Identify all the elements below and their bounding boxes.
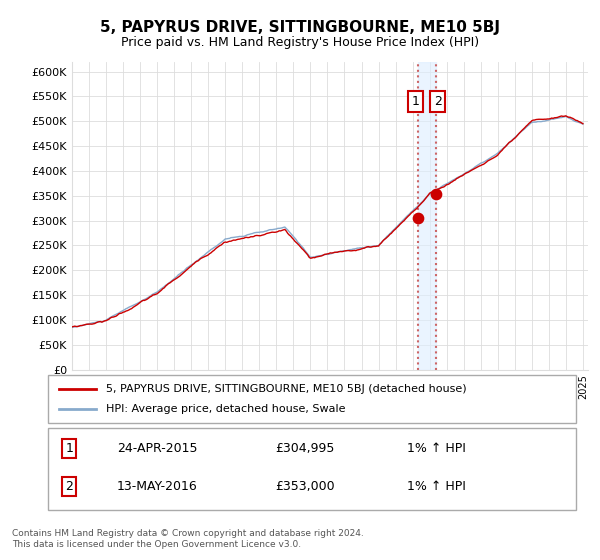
Text: 24-APR-2015: 24-APR-2015: [116, 442, 197, 455]
Bar: [418, 62, 436, 370]
Text: 2: 2: [434, 95, 442, 108]
Text: £353,000: £353,000: [275, 480, 335, 493]
Text: 5, PAPYRUS DRIVE, SITTINGBOURNE, ME10 5BJ (detached house): 5, PAPYRUS DRIVE, SITTINGBOURNE, ME10 5B…: [106, 384, 467, 394]
Text: HPI: Average price, detached house, Swale: HPI: Average price, detached house, Swal…: [106, 404, 346, 414]
FancyBboxPatch shape: [48, 428, 576, 510]
Text: Contains HM Land Registry data © Crown copyright and database right 2024.
This d: Contains HM Land Registry data © Crown c…: [12, 529, 364, 549]
Text: Price paid vs. HM Land Registry's House Price Index (HPI): Price paid vs. HM Land Registry's House …: [121, 36, 479, 49]
FancyBboxPatch shape: [48, 375, 576, 423]
Point: [431, 190, 441, 199]
Text: 1: 1: [65, 442, 73, 455]
Point: [413, 213, 422, 222]
Text: £304,995: £304,995: [275, 442, 334, 455]
Text: 1% ↑ HPI: 1% ↑ HPI: [407, 442, 466, 455]
Text: 2: 2: [65, 480, 73, 493]
Text: 1: 1: [412, 95, 419, 108]
Text: 5, PAPYRUS DRIVE, SITTINGBOURNE, ME10 5BJ: 5, PAPYRUS DRIVE, SITTINGBOURNE, ME10 5B…: [100, 20, 500, 35]
Text: 1% ↑ HPI: 1% ↑ HPI: [407, 480, 466, 493]
Text: 13-MAY-2016: 13-MAY-2016: [116, 480, 197, 493]
